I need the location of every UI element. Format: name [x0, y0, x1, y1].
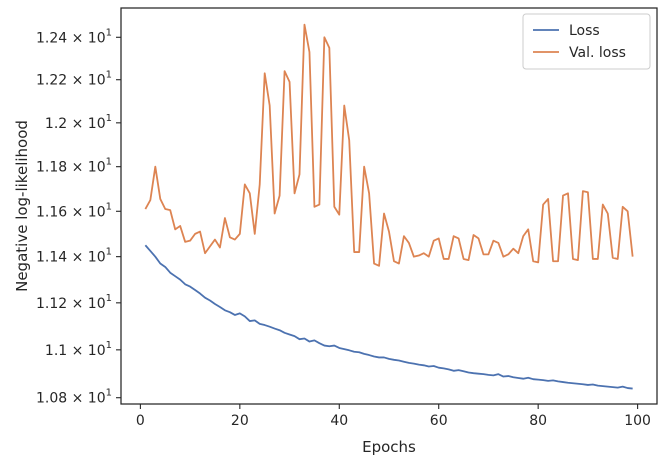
- legend: Loss Val. loss: [522, 13, 651, 70]
- y-tick-label: 1.22 × 101: [36, 70, 112, 89]
- series-line-0: [144, 244, 633, 390]
- x-ticks: 0 20 40 60 80 100: [136, 404, 651, 429]
- y-tick-label: 1.16 × 101: [36, 201, 112, 220]
- series-line-1: [144, 23, 634, 267]
- legend-label-1: Val. loss: [569, 45, 626, 61]
- legend-label-0: Loss: [569, 23, 600, 39]
- x-tick-label: 80: [529, 413, 547, 429]
- x-axis-label: Epochs: [362, 438, 416, 456]
- y-tick-label: 1.18 × 101: [36, 157, 112, 176]
- legend-box: [522, 13, 651, 70]
- y-tick-label: 1.08 × 101: [36, 388, 112, 407]
- y-tick-label: 1.1 × 101: [45, 340, 112, 359]
- x-tick-label: 40: [330, 413, 348, 429]
- y-ticks: 1.08 × 101 1.1 × 101 1.12 × 101 1.14 × 101 1…: [36, 27, 121, 407]
- series-layer: [144, 23, 634, 390]
- plot-frame: [120, 7, 658, 405]
- y-axis-label: Negative log-likelihood: [13, 120, 31, 292]
- y-tick-label: 1.12 × 101: [36, 293, 112, 312]
- y-tick-label: 1.14 × 101: [36, 247, 112, 266]
- y-tick-label: 1.2 × 101: [45, 113, 112, 132]
- x-tick-label: 100: [624, 413, 651, 429]
- x-tick-label: 20: [231, 413, 249, 429]
- x-tick-label: 0: [136, 413, 145, 429]
- y-tick-label: 1.24 × 101: [36, 27, 112, 46]
- x-tick-label: 60: [430, 413, 448, 429]
